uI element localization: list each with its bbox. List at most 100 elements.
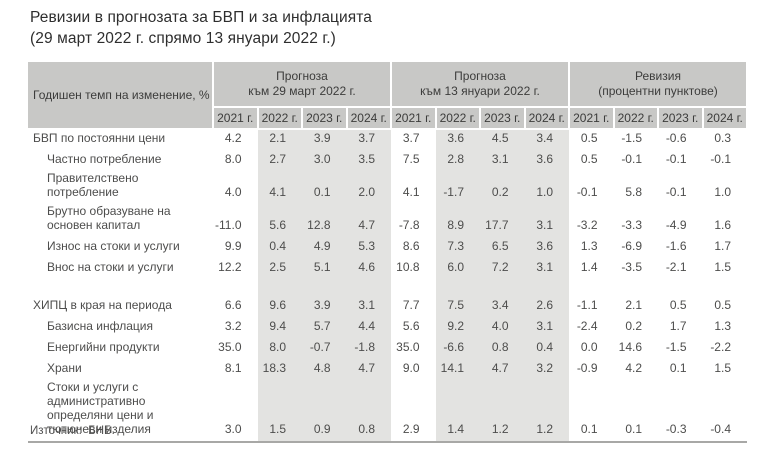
value-cell: -0.9 <box>576 361 598 375</box>
row-label: Частно потребление <box>47 152 162 166</box>
value-cell: 1.6 <box>714 218 731 232</box>
value-cell <box>435 279 480 296</box>
value-cell: 1.2 <box>524 380 569 442</box>
row-label: Храни <box>47 361 82 375</box>
group-header-line: Прогноза <box>276 69 328 83</box>
value-cell: -3.2 <box>576 218 598 232</box>
value-cell <box>257 279 302 296</box>
value-cell: 1.7 <box>714 239 731 253</box>
value-cell: -1.5 <box>665 340 687 354</box>
value-cell: 6.5 <box>480 237 525 258</box>
value-cell: 0.1 <box>625 422 642 436</box>
value-cell: 0.2 <box>480 171 525 204</box>
table-row: Базисна инфлация 3.2 9.4 5.7 4.4 5.6 9.2 4.0 3.1… <box>28 317 747 338</box>
value-cell: 8.1 <box>224 361 242 375</box>
value-cell: -0.1 <box>665 185 687 199</box>
row-label: Внос на стоки и услуги <box>47 260 174 274</box>
value-cell: 4.5 <box>480 129 525 150</box>
value-cell: 1.4 <box>580 260 598 274</box>
group-header-line: към 29 март 2022 г. <box>248 84 356 98</box>
value-cell: 4.6 <box>346 258 391 279</box>
value-cell: 2.1 <box>257 129 302 150</box>
group-header-line: Ревизия <box>635 69 681 83</box>
value-cell: 4.7 <box>346 204 391 237</box>
year-header: 2022 г. <box>613 106 659 130</box>
value-cell: 1.3 <box>580 239 598 253</box>
value-cell: -0.4 <box>710 422 731 436</box>
value-cell: 35.0 <box>396 340 420 354</box>
year-header: 2024 г. <box>346 106 392 130</box>
value-cell: 4.8 <box>302 359 347 380</box>
value-cell: 1.5 <box>714 260 731 274</box>
value-cell <box>614 279 659 296</box>
value-cell: 3.1 <box>346 296 391 317</box>
value-cell: 7.2 <box>480 258 525 279</box>
value-cell: 9.0 <box>402 361 420 375</box>
value-cell <box>569 279 614 296</box>
value-cell: 3.2 <box>224 319 242 333</box>
group-header-line: към 13 януари 2022 г. <box>420 84 540 98</box>
value-cell: 3.6 <box>435 129 480 150</box>
source-note: Източник: БНБ. <box>30 425 115 437</box>
group-header-line: (процентни пунктове) <box>598 84 718 98</box>
table-row: Частно потребление 8.0 2.7 3.0 3.5 7.5 2.8 3.1 3… <box>28 150 747 171</box>
value-cell: 0.9 <box>302 380 347 442</box>
value-cell: 1.5 <box>257 380 302 442</box>
value-cell: 7.3 <box>435 237 480 258</box>
value-cell: -0.1 <box>710 152 731 166</box>
value-cell: 9.2 <box>435 317 480 338</box>
value-cell: -2.4 <box>576 319 598 333</box>
value-cell: 3.6 <box>524 237 569 258</box>
value-cell: 1.5 <box>714 361 731 375</box>
value-cell: 7.5 <box>402 152 420 166</box>
value-cell: -1.5 <box>621 131 642 145</box>
value-cell: 0.1 <box>580 422 598 436</box>
value-cell: 8.6 <box>402 239 420 253</box>
value-cell: 6.6 <box>224 298 242 312</box>
value-cell: -3.3 <box>621 218 642 232</box>
value-cell: -2.2 <box>710 340 731 354</box>
value-cell: 0.8 <box>346 380 391 442</box>
value-cell: 4.9 <box>302 237 347 258</box>
value-cell: -1.6 <box>665 239 687 253</box>
value-cell: -1.7 <box>435 171 480 204</box>
value-cell <box>480 279 525 296</box>
value-cell: -11.0 <box>215 218 242 232</box>
year-header: 2024 г. <box>702 106 748 130</box>
value-cell: 3.0 <box>302 150 347 171</box>
value-cell: 3.1 <box>524 258 569 279</box>
value-cell: 3.4 <box>480 296 525 317</box>
year-header: 2024 г. <box>524 106 570 130</box>
value-cell: -0.1 <box>621 152 642 166</box>
value-cell: 4.2 <box>625 361 642 375</box>
value-cell: -0.1 <box>576 185 598 199</box>
row-label: Енергийни продукти <box>47 340 160 354</box>
value-cell: 3.7 <box>346 129 391 150</box>
value-cell: 0.1 <box>302 171 347 204</box>
value-cell: 1.2 <box>480 380 525 442</box>
figure-title-line-1: Ревизии в прогнозата за БВП и за инфлаци… <box>30 9 373 26</box>
value-cell: -2.1 <box>665 260 687 274</box>
value-cell: 3.2 <box>524 359 569 380</box>
value-cell: 7.7 <box>402 298 420 312</box>
value-cell: 0.1 <box>669 361 687 375</box>
value-cell: 35.0 <box>218 340 242 354</box>
forecast-table: Годишен темп на изменение, % Прогноза къ… <box>28 62 748 443</box>
value-cell: 0.2 <box>625 319 642 333</box>
value-cell: 1.4 <box>435 380 480 442</box>
year-header: 2023 г. <box>658 106 704 130</box>
value-cell: -6.6 <box>435 338 480 359</box>
row-label: Износ на стоки и услуги <box>47 239 180 253</box>
table-row: БВП по постоянни цени 4.2 2.1 3.9 3.7 3.7 3.6 4… <box>28 129 747 150</box>
corner-header: Годишен темп на изменение, % <box>28 62 214 130</box>
value-cell: 4.0 <box>224 185 242 199</box>
value-cell: 5.6 <box>257 204 302 237</box>
group-header-line: Прогноза <box>454 69 506 83</box>
table-row: ХИПЦ в края на периода 6.6 9.6 3.9 3.1 7.7 7.5… <box>28 296 747 317</box>
value-cell: 3.9 <box>302 296 347 317</box>
value-cell: 14.1 <box>435 359 480 380</box>
value-cell: 4.1 <box>402 185 420 199</box>
table-row: Износ на стоки и услуги 9.9 0.4 4.9 5.3 8.6 7.… <box>28 237 747 258</box>
value-cell: 4.4 <box>346 317 391 338</box>
value-cell <box>524 279 569 296</box>
